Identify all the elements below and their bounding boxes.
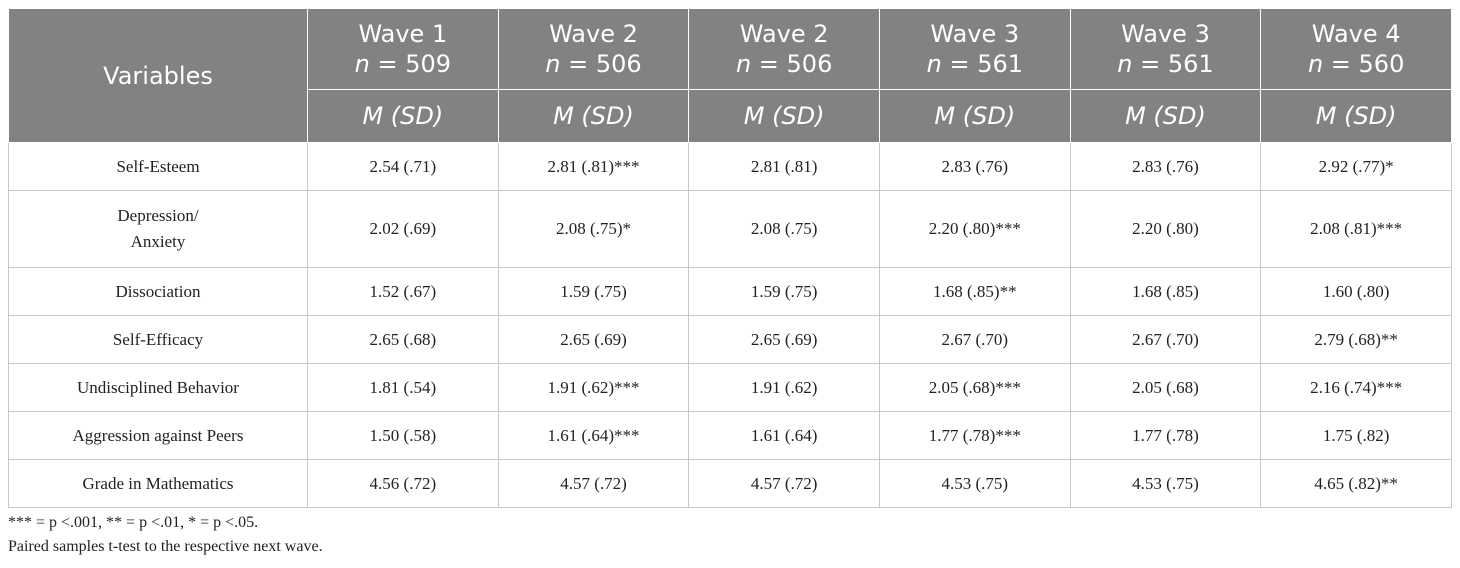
wave-label: Wave 3 — [1121, 20, 1210, 48]
wave-label: Wave 2 — [739, 20, 829, 48]
table-cell: 2.20 (.80)*** — [878, 190, 1071, 268]
stat-header: M (SD) — [497, 89, 690, 143]
table-cell: 2.67 (.70) — [878, 315, 1071, 364]
stat-header: M (SD) — [1260, 89, 1452, 143]
table-cell: 1.77 (.78) — [1069, 411, 1262, 460]
n-symbol: n — [926, 50, 942, 78]
n-symbol: n — [1307, 50, 1324, 78]
sample-size: n = 506 — [689, 49, 879, 79]
table-row: Dissociation 1.52 (.67) 1.59 (.75) 1.59 (.7… — [8, 267, 1452, 316]
n-value: = 560 — [1330, 50, 1405, 78]
table-cell: 4.57 (.72) — [497, 459, 690, 508]
table-cell: 2.02 (.69) — [307, 190, 499, 268]
table-cell: 1.50 (.58) — [307, 411, 499, 460]
n-value: = 509 — [377, 50, 452, 78]
wave-label: Wave 3 — [930, 20, 1020, 48]
sample-size: n = 506 — [499, 49, 689, 79]
n-symbol: n — [1117, 50, 1133, 78]
table-cell: 1.61 (.64)*** — [497, 411, 690, 460]
table-cell: 2.05 (.68) — [1069, 363, 1262, 412]
stat-header: M (SD) — [1069, 89, 1262, 143]
table-cell: 1.77 (.78)*** — [878, 411, 1071, 460]
sample-size: n = 560 — [1261, 49, 1451, 79]
table-cell: 4.56 (.72) — [307, 459, 499, 508]
table-cell: 1.91 (.62) — [688, 363, 880, 412]
wave-label: Wave 4 — [1311, 20, 1401, 48]
table-cell: 1.91 (.62)*** — [497, 363, 690, 412]
table-cell: 1.68 (.85)** — [878, 267, 1071, 316]
table-cell: 2.83 (.76) — [1069, 142, 1262, 191]
wave-label: Wave 1 — [358, 20, 448, 48]
table-cell: 4.65 (.82)** — [1260, 459, 1452, 508]
table-cell: 2.65 (.69) — [688, 315, 880, 364]
stat-header: M (SD) — [688, 89, 880, 143]
table-row: Self-Esteem 2.54 (.71) 2.81 (.81)*** 2.81 (… — [8, 142, 1452, 191]
stat-header: M (SD) — [307, 89, 499, 143]
row-label: Aggression against Peers — [8, 411, 308, 460]
table-cell: 2.08 (.81)*** — [1260, 190, 1452, 268]
table-row: Aggression against Peers 1.50 (.58) 1.61 (… — [8, 411, 1452, 460]
row-label: Dissociation — [8, 267, 308, 316]
sample-size: n = 561 — [880, 49, 1070, 79]
table-cell: 2.92 (.77)* — [1260, 142, 1452, 191]
table-cell: 2.20 (.80) — [1069, 190, 1262, 268]
wave-label: Wave 2 — [549, 20, 638, 48]
table-cell: 2.08 (.75)* — [497, 190, 690, 268]
n-symbol: n — [545, 50, 561, 78]
table-cell: 1.59 (.75) — [688, 267, 880, 316]
table-cell: 1.75 (.82) — [1260, 411, 1452, 460]
table-cell: 4.53 (.75) — [878, 459, 1071, 508]
table-cell: 1.81 (.54) — [307, 363, 499, 412]
table-cell: 2.05 (.68)*** — [878, 363, 1071, 412]
table-cell: 1.61 (.64) — [688, 411, 880, 460]
n-value: = 506 — [568, 50, 642, 78]
table-cell: 2.16 (.74)*** — [1260, 363, 1452, 412]
table-cell: 2.81 (.81)*** — [497, 142, 690, 191]
table-cell: 2.81 (.81) — [688, 142, 880, 191]
table-row: Grade in Mathematics 4.56 (.72) 4.57 (.72)… — [8, 459, 1452, 508]
row-label: Undisciplined Behavior — [8, 363, 308, 412]
table-cell: 2.79 (.68)** — [1260, 315, 1452, 364]
row-label: Grade in Mathematics — [8, 459, 308, 508]
table-cell: 1.59 (.75) — [497, 267, 690, 316]
footnote: *** = p <.001, ** = p <.01, * = p <.05. — [8, 514, 259, 531]
footnote: Paired samples t-test to the respective … — [8, 538, 323, 555]
n-value: = 561 — [1140, 50, 1214, 78]
header-row: M (SD) M (SD) M (SD) M (SD) M (SD) M (SD) — [9, 89, 1452, 143]
table-cell: 2.08 (.75) — [688, 190, 880, 268]
table-row: Self-Efficacy 2.65 (.68) 2.65 (.69) 2.65 (.… — [8, 315, 1452, 364]
table-cell: 2.83 (.76) — [878, 142, 1071, 191]
table-cell: 1.60 (.80) — [1260, 267, 1452, 316]
table-cell: 2.65 (.69) — [497, 315, 690, 364]
table-cell: 1.68 (.85) — [1069, 267, 1262, 316]
table-cell: 2.67 (.70) — [1069, 315, 1262, 364]
table-row: Undisciplined Behavior 1.81 (.54) 1.91 (.6… — [8, 363, 1452, 412]
table-cell: 2.65 (.68) — [307, 315, 499, 364]
sample-size: n = 509 — [308, 49, 498, 79]
table-cell: 4.57 (.72) — [688, 459, 880, 508]
table-cell: 4.53 (.75) — [1069, 459, 1262, 508]
table-cell: 1.52 (.67) — [307, 267, 499, 316]
n-value: = 506 — [758, 50, 833, 78]
row-label: Self-Efficacy — [8, 315, 308, 364]
n-symbol: n — [735, 50, 752, 78]
table-row: Depression/ Anxiety 2.02 (.69) 2.08 (.75)*… — [8, 190, 1452, 268]
table-cell: 2.54 (.71) — [307, 142, 499, 191]
n-symbol: n — [354, 50, 370, 78]
row-label: Depression/ Anxiety — [8, 190, 308, 268]
stat-header: M (SD) — [878, 89, 1071, 143]
n-value: = 561 — [949, 50, 1023, 78]
row-label: Self-Esteem — [8, 142, 308, 191]
sample-size: n = 561 — [1071, 49, 1261, 79]
variables-header: Variables — [8, 8, 308, 143]
